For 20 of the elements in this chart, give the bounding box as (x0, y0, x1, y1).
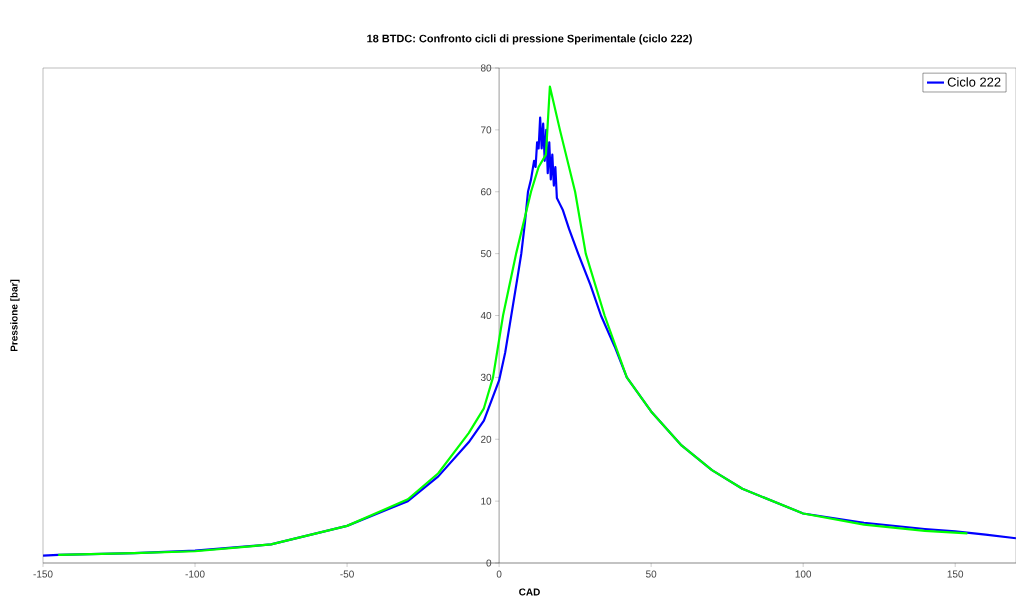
x-tick-label: -50 (340, 570, 354, 578)
y-tick-label: 10 (481, 497, 492, 505)
x-tick-label: -100 (185, 570, 205, 578)
y-tick-label: 20 (481, 435, 492, 443)
y-tick-label: 30 (480, 373, 492, 381)
y-tick-label: 60 (481, 188, 492, 196)
x-tick-label: 0 (496, 570, 502, 578)
x-tick-label: 150 (947, 570, 964, 578)
chart-title: 18 BTDC: Confronto cicli di pressione Sperimentale (ciclo 222) (367, 34, 692, 45)
x-tick-label: -150 (33, 570, 53, 578)
x-tick-label: 50 (646, 570, 657, 578)
y-axis-title: Pressione [bar] (10, 279, 20, 352)
y-tick-label: 0 (486, 559, 492, 567)
y-tick-label: 40 (480, 311, 492, 320)
y-tick-label: 50 (480, 250, 492, 258)
y-tick-label: 80 (480, 64, 492, 72)
x-tick-label: 100 (795, 570, 812, 578)
legend-label: Ciclo 222 (947, 77, 1001, 87)
x-axis-title: CAD (519, 588, 540, 596)
y-tick-label: 70 (481, 126, 492, 134)
